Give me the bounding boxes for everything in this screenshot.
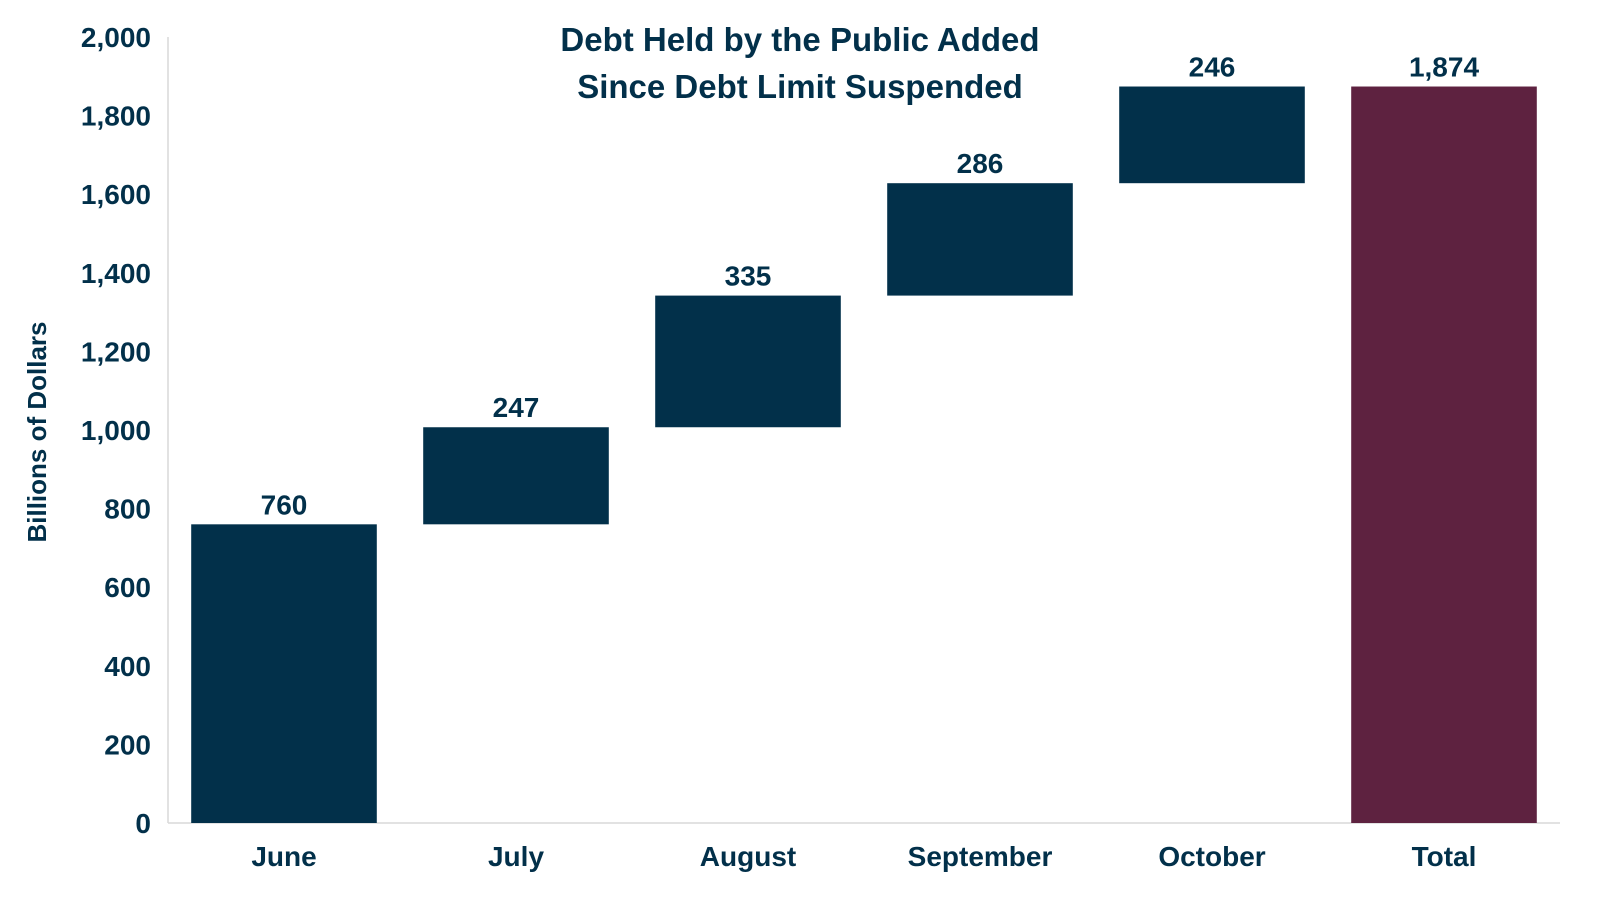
bar-july: [423, 427, 609, 525]
x-tick-label-october: October: [1158, 841, 1265, 872]
y-tick-label: 600: [104, 572, 151, 603]
x-tick-label-total: Total: [1412, 841, 1477, 872]
y-axis-label: Billions of Dollars: [22, 321, 52, 542]
data-label-june: 760: [261, 489, 308, 520]
x-tick-label-august: August: [700, 841, 796, 872]
y-tick-label: 1,000: [81, 415, 151, 446]
chart-title-line-2: Since Debt Limit Suspended: [577, 68, 1023, 105]
y-tick-label: 1,600: [81, 179, 151, 210]
y-tick-label: 800: [104, 494, 151, 525]
y-tick-label: 1,800: [81, 101, 151, 132]
bar-september: [887, 183, 1073, 296]
data-label-july: 247: [493, 392, 540, 423]
bar-october: [1119, 86, 1305, 184]
x-tick-label-june: June: [251, 841, 316, 872]
data-label-august: 335: [725, 261, 772, 292]
axis-layer: 0 200 400 600 800 1,000 1,200 1,400 1,600 1,800 2,…: [81, 22, 1560, 839]
y-tick-label: 1,400: [81, 258, 151, 289]
bars-layer: [191, 86, 1537, 823]
data-label-total: 1,874: [1409, 52, 1479, 83]
bar-total: [1351, 86, 1537, 823]
chart-title-line-1: Debt Held by the Public Added: [560, 21, 1039, 58]
y-tick-label: 0: [135, 808, 151, 839]
data-label-october: 246: [1189, 52, 1236, 83]
x-tick-label-september: September: [908, 841, 1053, 872]
y-tick-label: 200: [104, 729, 151, 760]
bar-june: [191, 524, 377, 823]
x-tick-label-july: July: [488, 841, 544, 872]
y-tick-label: 400: [104, 651, 151, 682]
y-tick-label: 1,200: [81, 336, 151, 367]
y-tick-label: 2,000: [81, 22, 151, 53]
labels-layer: 760 June 247 July 335 August 286 September 246 Oc…: [251, 52, 1479, 872]
bar-august: [655, 295, 841, 428]
data-label-september: 286: [957, 148, 1004, 179]
